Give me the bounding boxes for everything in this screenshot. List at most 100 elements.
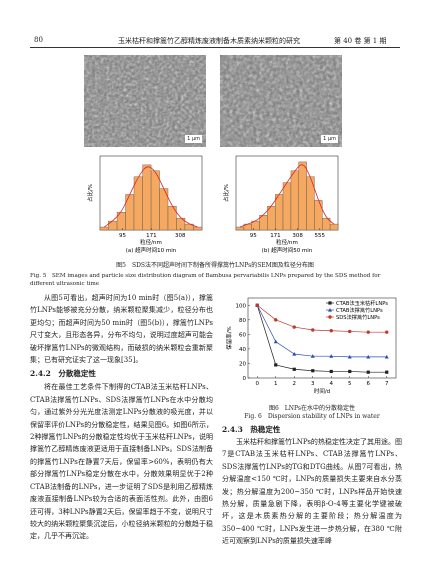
x-tick-label: 171 [270, 233, 281, 239]
bar [314, 200, 323, 231]
bar [99, 226, 109, 231]
y-tick-label: 20 [239, 361, 246, 367]
x-tick-label: 6 [367, 381, 371, 387]
x-axis-label: 时间/d [314, 387, 330, 395]
bar [133, 176, 143, 231]
point [292, 352, 297, 356]
point [274, 318, 278, 322]
x-tick-label: 171 [146, 233, 157, 239]
point [255, 303, 259, 307]
bar [329, 223, 339, 231]
x-tick-label: 1 [274, 381, 278, 387]
point [384, 354, 389, 359]
x-tick-label: 308 [175, 233, 186, 239]
point [310, 354, 315, 358]
x-tick-label: 2 [293, 381, 297, 387]
sem-image: 1 μm [84, 55, 206, 147]
point [311, 328, 315, 332]
line-chart: 0 20 40 60 80 100 0 1 2 3 4 5 6 7 时间/d 保留率/% CTAB法玉米枯秆LN… [225, 297, 397, 395]
series-line [257, 304, 387, 333]
sem-texture [84, 55, 206, 147]
legend-label: CTAB法玉米枯秆LNPs [336, 299, 388, 307]
point [366, 330, 370, 334]
x-tick-label: 95 [119, 233, 126, 239]
x-axis-label: 粒径/nm [140, 238, 162, 246]
bar [150, 170, 160, 231]
x-tick-label: 7 [385, 381, 389, 387]
header-rule [30, 47, 400, 48]
right-column: 2.4.3 热稳定性 玉米枯秆和撑篙竹LNPs的热稳定性决定了其用途。图7是CT… [222, 424, 402, 548]
figure-caption: 图5 SDS法不同超声时间下制备所得撑篙竹LNPs的SEM图及粒径分布图 [116, 262, 314, 269]
figure-caption-en: Fig. 6 Dispersion stability of LNPs in w… [244, 413, 380, 420]
histogram: 95 171 308 粒径/nm(a) 超声时间10 min 占比/% [86, 155, 203, 254]
x-tick-label: 4 [330, 381, 334, 387]
legend-marker [328, 301, 332, 305]
plot-frame [247, 297, 397, 379]
y-tick-label: 0 [243, 376, 247, 382]
point [273, 339, 278, 344]
x-tick-label: 0 [256, 381, 260, 387]
legend-label: CTAB法撑篙竹LNPs [336, 306, 383, 314]
scale-bar: 1 μm [185, 135, 202, 143]
subcaption: (b) 超声时间50 min [262, 246, 313, 254]
x-axis-label: 粒径/nm [276, 238, 298, 246]
bar [290, 170, 299, 231]
issue: 第 40 卷 第 1 期 [334, 37, 387, 45]
sem-image: 1 μm [220, 55, 342, 147]
point [329, 329, 333, 333]
bar [142, 164, 152, 231]
point [348, 369, 352, 374]
figure-caption-en: Fig. 5 SEM images and particle size dist… [30, 273, 381, 287]
paragraph: 将在最佳工艺条件下制得的CTAB法玉米枯秆LNPs、CTAB法撑篙竹LNPs、S… [30, 383, 213, 541]
fit-curve [239, 164, 335, 228]
legend-marker [328, 308, 332, 312]
bar [235, 226, 245, 231]
y-tick-label: 80 [239, 318, 246, 324]
bar [108, 220, 118, 231]
y-axis-label: 保留率/% [225, 326, 233, 350]
point [311, 369, 315, 373]
paragraph: 玉米枯秆和撑篙竹LNPs的热稳定性决定了其用途。图7是CTAB法玉米枯秆LNPs… [222, 438, 402, 546]
legend-label: SDS法撑篙竹LNPs [336, 313, 380, 321]
bar [193, 226, 203, 231]
sem-texture [220, 55, 342, 147]
point [348, 329, 352, 334]
series-line [256, 305, 387, 358]
point [329, 369, 333, 374]
subcaption: (a) 超声时间10 min [126, 246, 177, 254]
x-tick-label: 3 [311, 381, 315, 387]
scale-bar: 1 μm [321, 135, 338, 143]
section-heading: 2.4.3 热稳定性 [222, 425, 281, 434]
point [347, 354, 352, 359]
bar [275, 194, 284, 231]
paragraph: 从图5可看出，超声时间为10 min时（图5(a)），撑篙竹LNPs能够被充分分… [30, 294, 213, 365]
section-heading: 2.4.2 分散稳定性 [30, 369, 96, 379]
point [366, 354, 371, 359]
y-tick-label: 60 [239, 332, 246, 338]
series-line [256, 305, 387, 373]
figure-caption: 图6 LNPs在水中的分散稳定性 [268, 405, 355, 412]
x-tick-label: 555 [315, 233, 326, 239]
y-axis-label: 占比/% [222, 184, 230, 202]
point [366, 370, 370, 374]
y-axis-label: 占比/% [86, 184, 94, 202]
histogram: 95 171 308 555 粒径/nm(b) 超声时间50 min 占比/% [222, 155, 339, 254]
point [292, 367, 296, 371]
point [329, 354, 334, 358]
bar [282, 182, 292, 231]
x-tick-label: 95 [250, 233, 257, 239]
point [385, 370, 389, 374]
x-tick-label: 308 [292, 233, 303, 239]
point [385, 330, 389, 334]
y-tick-label: 40 [239, 347, 246, 353]
bar [298, 161, 307, 231]
fit-curve [103, 166, 198, 228]
y-tick-label: 100 [236, 303, 247, 309]
point [274, 363, 278, 367]
left-column: 从图5可看出，超声时间为10 min时（图5(a)），撑篙竹LNPs能够被充分分… [30, 292, 213, 543]
point [292, 325, 296, 329]
running-title: 玉米枯秆和撑篙竹乙醇精炼废液制备木质素纳米颗粒的研究 [118, 37, 300, 45]
legend-marker [328, 315, 332, 319]
x-tick-label: 5 [348, 381, 352, 387]
